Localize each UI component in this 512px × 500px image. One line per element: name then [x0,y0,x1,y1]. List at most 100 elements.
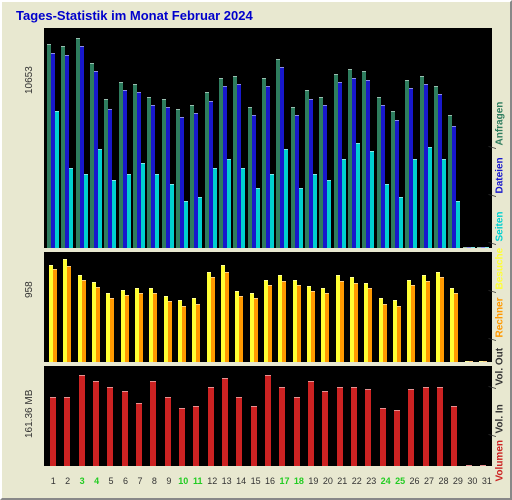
day-group [347,28,361,248]
bar-rechner [426,281,430,362]
bar-volumen [251,406,257,466]
bar-volumen [380,408,386,466]
chart-container: Tages-Statistik im Monat Februar 2024 10… [0,0,512,500]
bar-seiten [399,197,403,248]
bar-rechner [325,293,329,362]
bar-volumen [222,378,228,466]
bar-seiten [198,197,202,248]
bar-volumen [150,381,156,466]
day-group [46,252,60,362]
day-group [419,252,433,362]
day-group [161,28,175,248]
day-group [46,366,60,466]
bar-rechner [454,293,458,362]
bar-seiten [84,174,88,248]
bar-volumen [408,389,414,466]
day-group [462,366,476,466]
bar-volumen [466,465,472,466]
day-group [333,252,347,362]
x-tick: 27 [422,476,436,486]
bar-volumen [337,387,343,466]
bar-volumen [351,387,357,466]
day-group [476,366,490,466]
day-group [232,252,246,362]
y-tick-top: 10653 [24,66,35,94]
day-group [376,28,390,248]
day-group [204,28,218,248]
day-group [247,366,261,466]
day-group [318,28,332,248]
day-group [447,252,461,362]
day-group [247,28,261,248]
day-group [361,366,375,466]
x-tick: 16 [263,476,277,486]
bar-seiten [55,111,59,248]
x-tick: 25 [393,476,407,486]
legend-separator: / [488,290,499,293]
day-group [476,252,490,362]
day-group [46,28,60,248]
day-group [361,28,375,248]
x-tick: 3 [75,476,89,486]
bar-volumen [480,465,486,466]
day-group [333,28,347,248]
day-group [218,252,232,362]
bar-rechner [139,293,143,362]
legend-item: Seiten [495,202,506,242]
x-tick: 10 [176,476,190,486]
bar-seiten [342,159,346,248]
day-group [218,366,232,466]
day-group [218,28,232,248]
day-group [304,252,318,362]
bar-volumen [423,387,429,466]
legend-item: Volumen [495,442,506,482]
bar-rechner [82,280,86,363]
x-tick: 31 [480,476,494,486]
bar-rechner [383,304,387,362]
bar-volumen [279,387,285,466]
panel-volumen [44,366,492,466]
bar-rechner [311,291,315,362]
bar-volumen [294,397,300,466]
bar-volumen [107,387,113,466]
x-tick: 12 [205,476,219,486]
day-group [60,28,74,248]
bar-volumen [179,408,185,466]
bar-rechner [196,304,200,362]
bar-seiten [428,147,432,248]
day-group [404,252,418,362]
bar-seiten [69,168,73,248]
day-group [261,252,275,362]
day-group [275,366,289,466]
bar-rechner [53,269,57,362]
legend: Volumen/Vol. In/Vol. Out/Rechner/Besuche… [492,28,506,462]
day-group [390,28,404,248]
bar-rechner [125,295,129,362]
day-group [275,252,289,362]
day-group [275,28,289,248]
day-group [304,28,318,248]
legend-separator: / [488,242,499,245]
x-tick: 11 [191,476,205,486]
legend-item: Dateien [495,154,506,194]
bar-seiten [141,163,145,248]
bar-seiten [213,168,217,248]
bar-volumen [265,375,271,466]
bar-rechner [239,296,243,362]
day-group [75,252,89,362]
x-tick: 7 [133,476,147,486]
day-group [476,28,490,248]
day-group [189,28,203,248]
day-group [433,252,447,362]
bar-volumen [437,387,443,466]
bar-volumen [365,389,371,466]
day-group [347,366,361,466]
legend-item: Rechner [495,298,506,338]
bar-rechner [254,298,258,362]
day-group [261,28,275,248]
x-tick: 2 [60,476,74,486]
day-group [175,28,189,248]
x-tick: 1 [46,476,60,486]
bar-volumen [394,410,400,466]
day-group [318,252,332,362]
